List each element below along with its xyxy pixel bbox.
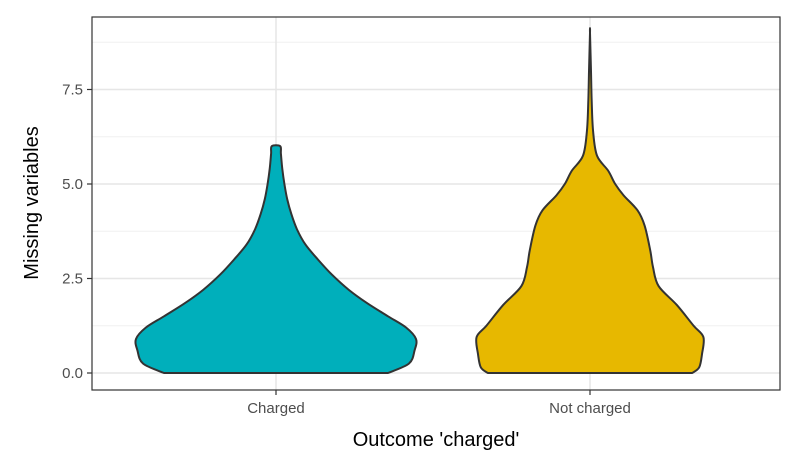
x-axis-title: Outcome 'charged' (353, 429, 520, 451)
panel-border (91, 16, 781, 391)
violins (134, 27, 705, 374)
x-axis: Charged Not charged (247, 390, 631, 417)
y-axis-title: Missing variables (21, 126, 43, 279)
x-tick-label: Not charged (549, 400, 631, 417)
y-axis: 0.0 2.5 5.0 7.5 (62, 82, 92, 382)
y-tick-label: 5.0 (62, 176, 83, 193)
x-tick-label: Charged (247, 400, 305, 417)
y-tick-label: 7.5 (62, 82, 83, 99)
y-tick-label: 0.0 (62, 365, 83, 382)
violin-not-charged (475, 27, 705, 374)
violin-charged (134, 144, 418, 374)
y-tick-label: 2.5 (62, 271, 83, 288)
